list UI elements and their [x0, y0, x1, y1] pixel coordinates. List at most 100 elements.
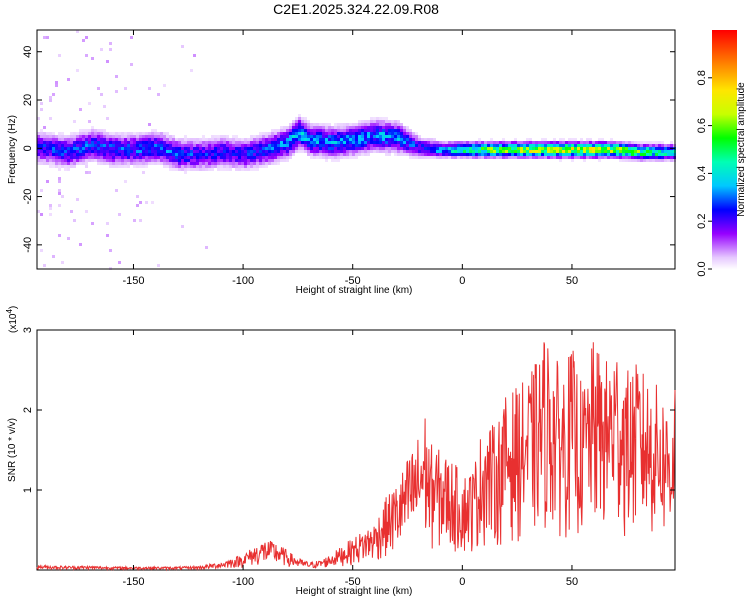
heatmap-cell	[208, 150, 211, 153]
heatmap-cell	[244, 144, 247, 147]
heatmap-cell	[67, 138, 70, 141]
colorbar	[712, 30, 737, 270]
heatmap-cell	[259, 165, 262, 168]
heatmap-cell	[256, 135, 259, 138]
heatmap-cell	[490, 150, 493, 153]
heatmap-cell	[280, 144, 283, 147]
heatmap-cell	[316, 123, 319, 126]
heatmap-cell	[562, 150, 565, 153]
heatmap-cell	[241, 144, 244, 147]
heatmap-cell	[298, 138, 301, 141]
heatmap-cell	[328, 129, 331, 132]
snr-x-tick-label: -50	[345, 576, 361, 588]
heatmap-cell	[91, 150, 94, 153]
heatmap-cell	[61, 138, 64, 141]
colorbar-segment	[712, 202, 737, 204]
colorbar-segment	[712, 160, 737, 162]
heatmap-cell	[40, 144, 43, 147]
heatmap-cell	[322, 144, 325, 147]
heatmap-cell	[391, 147, 394, 150]
heatmap-cell	[544, 141, 547, 144]
heatmap-cell	[52, 159, 55, 162]
colorbar-segment	[712, 129, 737, 131]
heatmap-cell	[490, 147, 493, 150]
heatmap-cell	[37, 162, 40, 165]
heatmap-cell	[259, 159, 262, 162]
heatmap-cell	[172, 150, 175, 153]
heatmap-cell	[322, 147, 325, 150]
heatmap-cell	[49, 150, 52, 153]
heatmap-cell	[280, 138, 283, 141]
heatmap-cell	[205, 150, 208, 153]
heatmap-cell	[328, 153, 331, 156]
heatmap-cell	[208, 147, 211, 150]
heatmap-cell	[166, 135, 169, 138]
heatmap-cell	[439, 141, 442, 144]
heatmap-cell	[244, 162, 247, 165]
snr-x-tick-label: -100	[232, 576, 254, 588]
heatmap-cell	[499, 153, 502, 156]
heatmap-cell	[271, 162, 274, 165]
heatmap-cell	[199, 144, 202, 147]
colorbar-segment	[712, 207, 737, 209]
heatmap-cell	[100, 147, 103, 150]
heatmap-cell	[361, 153, 364, 156]
heatmap-cell	[619, 150, 622, 153]
heatmap-cell	[121, 144, 124, 147]
heatmap-cell	[295, 132, 298, 135]
heatmap-cell	[220, 150, 223, 153]
heatmap-cell	[322, 138, 325, 141]
heatmap-cell	[58, 135, 61, 138]
heatmap-cell	[247, 156, 250, 159]
colorbar-segment	[712, 138, 737, 140]
heatmap-cell	[310, 144, 313, 147]
heatmap-cell	[262, 144, 265, 147]
heatmap-cell	[124, 180, 127, 183]
heatmap-cell	[661, 156, 664, 159]
heatmap-cell	[79, 153, 82, 156]
heatmap-cell	[199, 150, 202, 153]
heatmap-cell	[592, 150, 595, 153]
heatmap-cell	[379, 132, 382, 135]
heatmap-cell	[118, 153, 121, 156]
heatmap-cell	[445, 147, 448, 150]
heatmap-cell	[163, 84, 166, 87]
heatmap-cell	[340, 132, 343, 135]
heatmap-cell	[217, 150, 220, 153]
heatmap-cell	[256, 168, 259, 171]
heatmap-cell	[622, 147, 625, 150]
heatmap-cell	[397, 129, 400, 132]
heatmap-cell	[406, 129, 409, 132]
heatmap-cell	[424, 144, 427, 147]
heatmap-cell	[208, 156, 211, 159]
colorbar-segment	[712, 53, 737, 55]
heatmap-cell	[556, 153, 559, 156]
heatmap-cell	[103, 159, 106, 162]
heatmap-cell	[310, 141, 313, 144]
heatmap-cell	[85, 165, 88, 168]
heatmap-cell	[670, 150, 673, 153]
heatmap-cell	[130, 63, 133, 66]
heatmap-cell	[238, 156, 241, 159]
heatmap-cell	[382, 123, 385, 126]
heatmap-cell	[526, 141, 529, 144]
heatmap-cell	[652, 144, 655, 147]
heatmap-cell	[157, 153, 160, 156]
heatmap-cell	[427, 156, 430, 159]
colorbar-segment	[712, 143, 737, 145]
heatmap-cell	[208, 165, 211, 168]
heatmap-cell	[295, 123, 298, 126]
heatmap-cell	[646, 150, 649, 153]
heatmap-cell	[376, 129, 379, 132]
heatmap-cell	[616, 144, 619, 147]
heatmap-cell	[205, 159, 208, 162]
heatmap-cell	[424, 156, 427, 159]
colorbar-segment	[712, 133, 737, 135]
heatmap-cell	[367, 147, 370, 150]
heatmap-cell	[643, 156, 646, 159]
heatmap-cell	[193, 165, 196, 168]
heatmap-cell	[373, 126, 376, 129]
heatmap-cell	[169, 162, 172, 165]
heatmap-cell	[100, 156, 103, 159]
heatmap-cell	[253, 159, 256, 162]
